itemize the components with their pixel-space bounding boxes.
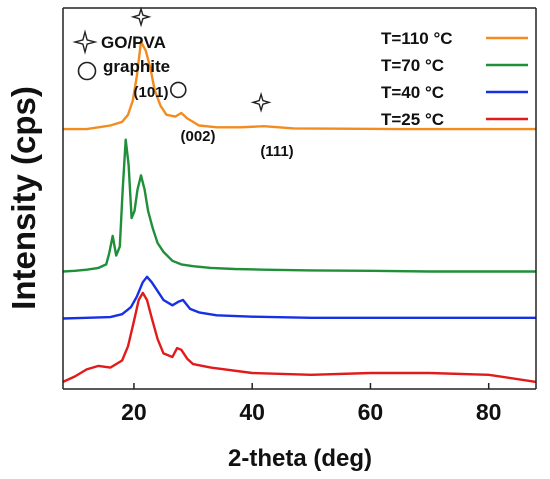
peak-label-101: (101) (133, 84, 168, 101)
x-tick-label: 40 (239, 399, 265, 425)
series-line-2 (62, 275, 536, 320)
legend-label-2: T=40 °C (381, 83, 444, 102)
plot-area (62, 40, 537, 384)
x-tick-label: 20 (121, 399, 147, 425)
legend-label-1: T=70 °C (381, 56, 444, 75)
y-axis-title: Intensity (cps) (5, 86, 42, 310)
peak-star-icon (250, 91, 272, 113)
peak-markers (130, 6, 272, 113)
peak-label-002: (002) (180, 128, 215, 145)
peak-circle-icon (169, 81, 187, 99)
legend-label-3: T=25 °C (381, 110, 444, 129)
x-ticks: 20 40 60 80 (121, 383, 501, 425)
marker-legend-graphite: graphite (103, 57, 170, 76)
x-tick-label: 60 (358, 399, 384, 425)
marker-legend: GO/PVA graphite (72, 29, 170, 81)
peak-label-111: (111) (260, 143, 293, 160)
x-tick-label: 80 (476, 399, 502, 425)
peak-star-icon (130, 6, 152, 28)
graphite-circle-icon (77, 61, 97, 81)
legend-label-0: T=110 °C (381, 29, 453, 48)
series-line-1 (62, 138, 536, 273)
x-axis-title: 2-theta (deg) (228, 445, 372, 472)
marker-legend-go-pva: GO/PVA (101, 33, 166, 52)
series-line-3 (62, 291, 537, 384)
series-line-0 (63, 40, 536, 131)
series-legend: T=110 °C T=70 °C T=40 °C T=25 °C (381, 29, 528, 129)
go-pva-star-icon (72, 29, 98, 55)
